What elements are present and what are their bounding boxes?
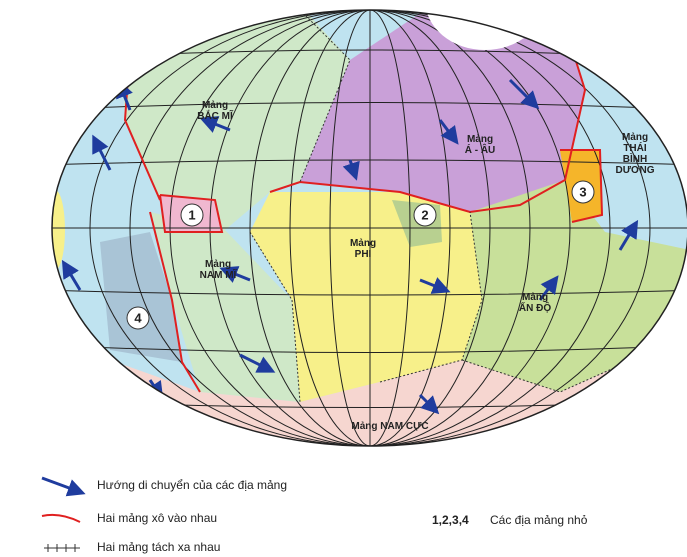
plate-label-line: BẮC MĨ (197, 109, 234, 122)
plate-label: Mảng BẮC MĨ (197, 100, 234, 122)
plate-label-line: Mảng (350, 238, 376, 249)
plate-label: Mảng Á - ÂU (465, 134, 496, 156)
small-plate-badge (126, 306, 150, 330)
plate-label-line: Mảng (622, 132, 648, 143)
legend-key: 1,2,3,4 (432, 513, 469, 527)
plate-label-line: BÌNH (623, 152, 647, 165)
india-plate (462, 180, 687, 392)
legend-red-line (41, 513, 81, 523)
nazca-plate (100, 232, 182, 362)
legend-text: Hai mảng xô vào nhau (97, 511, 217, 525)
globe-outline (51, 9, 687, 447)
plate-label: Mảng PHI (350, 238, 376, 260)
legend-arrow (41, 476, 86, 497)
plate-label-line: Á - ÂU (465, 143, 496, 156)
edge-land (52, 190, 65, 270)
plate-label: Mảng ẤN ĐỘ (519, 292, 551, 314)
plate-label-line: DƯƠNG (615, 165, 654, 176)
plate-label-line: Mảng (467, 134, 493, 145)
plate-label-line: Mảng NAM CỰC (351, 421, 428, 432)
small-plate-number: 3 (579, 184, 586, 199)
legend-text: Hai mảng tách xa nhau (97, 540, 220, 554)
legend: Hướng di chuyển của các địa mảng Hai mản… (41, 476, 588, 554)
small-plate-number: 1 (188, 207, 195, 222)
plate-label-line: Mảng (522, 292, 548, 303)
small-plate-badge (571, 180, 595, 204)
legend-divergent (44, 544, 80, 552)
plate-label-line: Mảng (202, 100, 228, 111)
map-body (52, 10, 687, 446)
small-plate-number: 2 (421, 207, 428, 222)
small-plate-badge (413, 203, 437, 227)
plate-label-line: THÁI (623, 141, 647, 154)
plate-label: Mảng NAM CỰC (351, 421, 428, 432)
plate-label-line: ẤN ĐỘ (519, 301, 551, 314)
small-plate-number: 4 (134, 310, 142, 325)
plate-label: Mảng THÁI BÌNH DƯƠNG (615, 132, 654, 176)
plate-label: Mảng NAM MĨ (200, 259, 238, 281)
plate-label-line: Mảng (205, 259, 231, 270)
small-plate-badge (180, 203, 204, 227)
legend-text: Các địa mảng nhỏ (490, 513, 588, 527)
legend-text: Hướng di chuyển của các địa mảng (97, 478, 287, 492)
plate-label-line: NAM MĨ (200, 268, 238, 281)
south-america-plate (150, 212, 300, 402)
plate-label-line: PHI (355, 249, 372, 260)
